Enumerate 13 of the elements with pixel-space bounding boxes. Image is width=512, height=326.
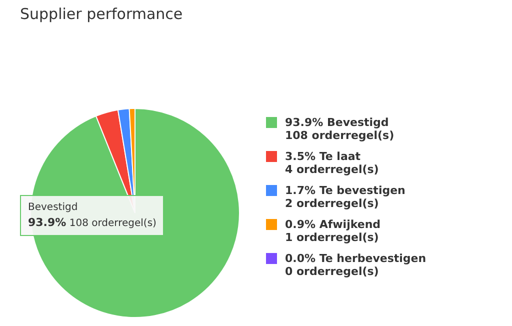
legend-label: 1.7% Te bevestigen	[285, 184, 406, 197]
text: Bevestigd	[28, 201, 79, 215]
chart-title: Supplier performance	[20, 5, 183, 23]
legend-label: 0.0% Te herbevestigen	[285, 252, 426, 265]
data-label: 1 orderregel(s)	[285, 231, 380, 244]
legend-label: 93.9% Bevestigd	[285, 116, 390, 129]
legend-label: 3.5% Te laat	[285, 150, 362, 163]
legend-label: 0.9% Afwijkend	[285, 218, 381, 231]
text: 0 orderregel(s)	[285, 265, 379, 278]
text: 93.9% 108 orderregel(s)	[28, 215, 156, 231]
data-label: 4 orderregel(s)	[285, 163, 379, 176]
data-label: 2 orderregel(s)	[285, 197, 380, 210]
data-label: 108 orderregel(s)	[285, 129, 394, 142]
